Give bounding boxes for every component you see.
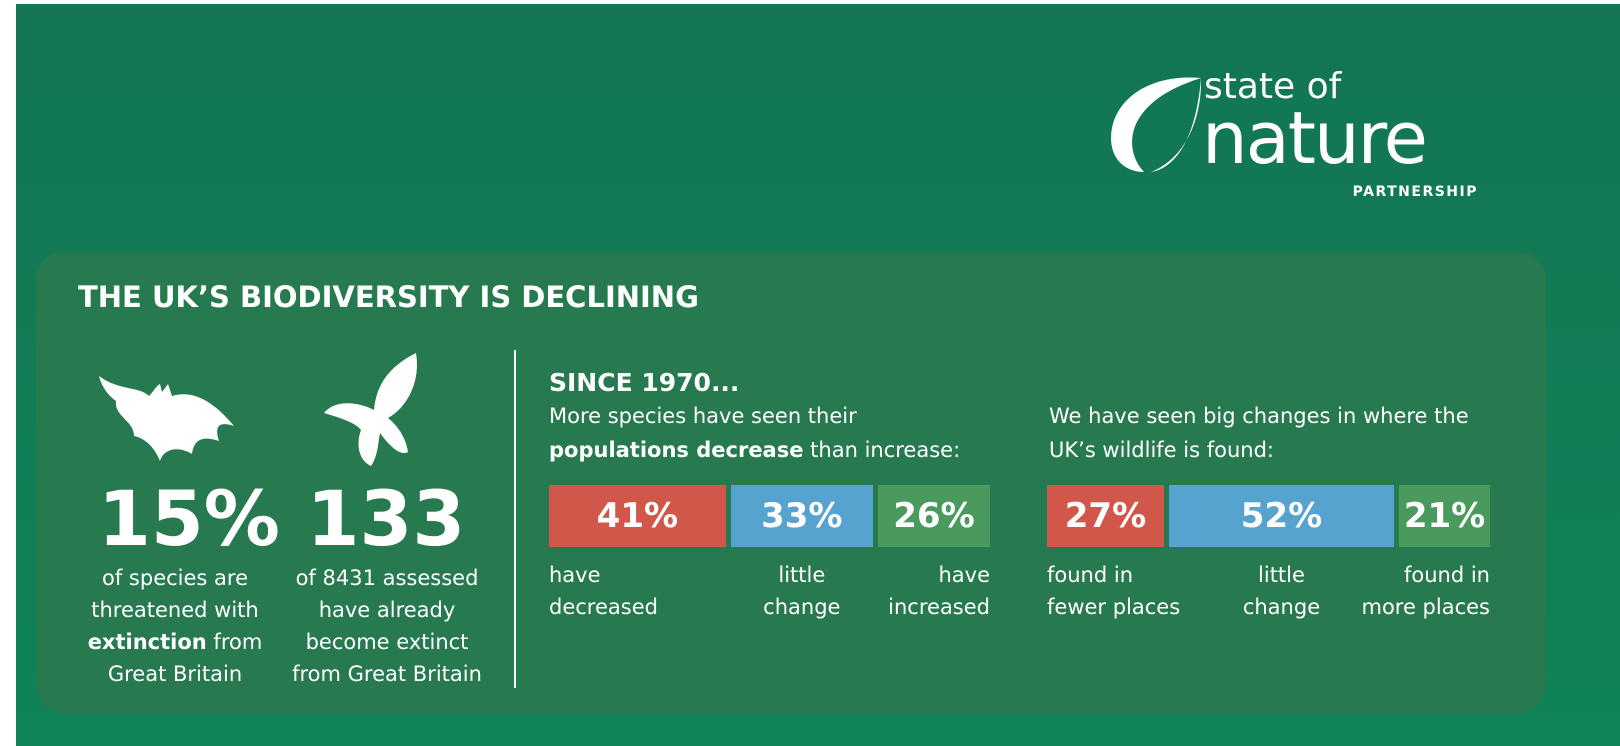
segment-label: 21% bbox=[1403, 496, 1486, 536]
segment-caption: increased bbox=[888, 595, 990, 619]
bar-segment: 21% bbox=[1399, 485, 1490, 547]
bar-segment: 52% bbox=[1168, 485, 1395, 547]
segment-caption: have bbox=[549, 563, 601, 587]
segment-label: 33% bbox=[761, 496, 843, 536]
bar-segment: 27% bbox=[1047, 485, 1164, 547]
intro: We have seen big changes in where the bbox=[1049, 404, 1469, 428]
text: from Great Britain bbox=[107, 630, 263, 686]
intro: More species have seen their bbox=[549, 404, 857, 428]
segment-caption: found in bbox=[1403, 563, 1490, 587]
segment-caption: little bbox=[778, 563, 826, 587]
segment-label: 26% bbox=[893, 496, 975, 536]
logo-leaf bbox=[1111, 77, 1202, 172]
bar-segment: 26% bbox=[877, 485, 990, 547]
segment-caption: more places bbox=[1361, 595, 1490, 619]
logo-line2: nature bbox=[1202, 96, 1428, 180]
stat-value: 133 bbox=[306, 474, 466, 563]
infographic: state of nature PARTNERSHIP THE UK’S BIO… bbox=[16, 4, 1620, 746]
segment-label: 41% bbox=[596, 496, 679, 536]
text: of species are threatened with bbox=[91, 566, 259, 622]
stat-value: 15% bbox=[98, 474, 280, 563]
intro: populations decrease than increase: bbox=[549, 438, 960, 462]
text-bold: populations decrease bbox=[549, 438, 804, 462]
segment-caption: decreased bbox=[549, 595, 658, 619]
segment-caption: change bbox=[1242, 595, 1321, 619]
segment-label: 27% bbox=[1064, 496, 1147, 536]
logo-line1: state of bbox=[1204, 66, 1342, 107]
segment-caption: have bbox=[938, 563, 990, 587]
text: than increase: bbox=[810, 438, 961, 462]
segment-caption: fewer places bbox=[1047, 595, 1181, 619]
bar-segment: 33% bbox=[730, 485, 873, 547]
segment-caption: found in bbox=[1047, 563, 1134, 587]
stat-text: of 8431 assessed have already become ext… bbox=[292, 566, 482, 686]
title: THE UK’S BIODIVERSITY IS DECLINING bbox=[78, 280, 699, 314]
segment-label: 52% bbox=[1240, 496, 1323, 536]
panel bbox=[36, 252, 1546, 714]
since-heading: SINCE 1970... bbox=[549, 368, 740, 397]
bat-icon bbox=[99, 376, 234, 461]
segment-caption: change bbox=[763, 595, 841, 619]
intro: UK’s wildlife is found: bbox=[1049, 438, 1274, 462]
stat-text: of species are threatened with extinctio… bbox=[78, 562, 272, 690]
butterfly-icon bbox=[324, 353, 417, 466]
text-bold: extinction bbox=[87, 630, 207, 654]
segment-caption: little bbox=[1258, 563, 1305, 587]
logo-line3: PARTNERSHIP bbox=[1352, 184, 1478, 200]
bar-segment: 41% bbox=[549, 485, 726, 547]
divider bbox=[514, 350, 516, 688]
